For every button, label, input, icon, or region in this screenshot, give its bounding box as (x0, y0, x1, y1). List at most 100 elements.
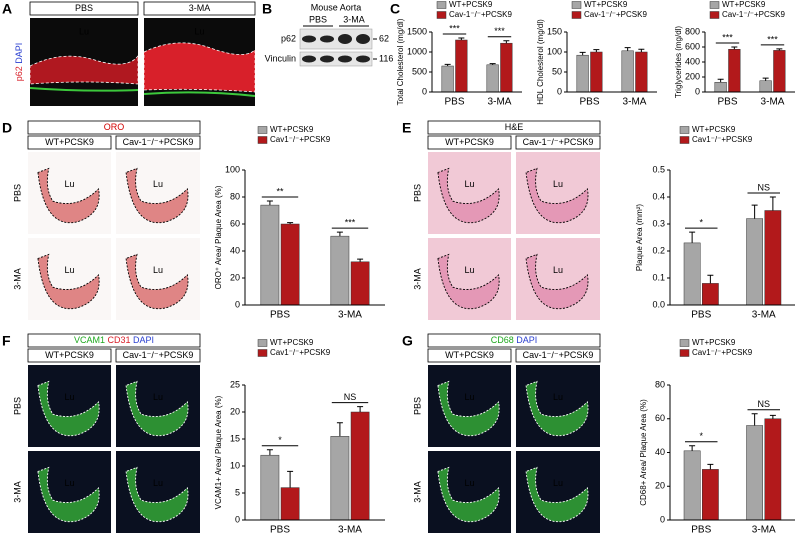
size-label: 62 (379, 33, 389, 43)
header-label: CD68 DAPI (491, 335, 538, 345)
header-box (427, 333, 601, 348)
legend-label: Cav-1⁻/⁻+PCSK9 (584, 10, 647, 19)
blot-row: Vinculin (265, 53, 296, 63)
header-box (515, 135, 601, 150)
bar (260, 454, 280, 521)
y-tick-label: 25 (230, 379, 240, 389)
error-bar (707, 463, 714, 470)
row-label: 3-MA (412, 481, 422, 503)
header-box (515, 348, 601, 363)
header-label: WT+PCSK9 (45, 137, 94, 147)
row-label: PBS (412, 184, 422, 202)
header-text: ORO (104, 122, 125, 132)
y-tick-label: 0 (422, 86, 427, 96)
error-bar (751, 204, 758, 219)
bar (500, 42, 513, 93)
error-bar (751, 413, 758, 426)
legend-swatch (571, 11, 582, 19)
bar (764, 418, 782, 521)
plaque (125, 466, 189, 523)
y-tick-label: 0 (660, 514, 665, 524)
y-tick-label: 0.1 (652, 272, 665, 282)
y-axis-label: Triglycerides (mg/dl) (674, 26, 683, 98)
header-label: WT+PCSK9 (45, 350, 94, 360)
header-label: WT+PCSK9 (445, 137, 494, 147)
blot (299, 51, 373, 67)
header-text: CD68 (491, 335, 517, 345)
x-tick-label: 3-MA (752, 525, 776, 536)
header-box (27, 120, 201, 135)
error-bar (707, 274, 714, 284)
plaque (437, 380, 500, 437)
panel-letter: C (390, 1, 400, 17)
y-axis-label: ORO⁺ Area/ Plaque Area (%) (214, 185, 223, 289)
legend-label: Cav1⁻/⁻+PCSK9 (692, 135, 753, 144)
legend-swatch (436, 1, 447, 9)
header-text: Cav-1⁻/⁻+PCSK9 (523, 350, 594, 360)
legend-swatch (257, 349, 268, 357)
lumen-label: Lu (553, 265, 563, 275)
x-tick-label: PBS (444, 97, 464, 108)
header-text: VCAM1 (74, 335, 108, 345)
p62-band (29, 54, 139, 85)
plaque (37, 167, 100, 224)
header-box (29, 1, 139, 16)
error-bar (287, 222, 294, 224)
plaque (125, 253, 189, 310)
plaque (37, 466, 100, 523)
header-text: DAPI (133, 335, 154, 345)
error-bar (444, 63, 451, 66)
blot-column: 3-MA (343, 14, 365, 24)
header-box (115, 135, 201, 150)
y-tick-label: 0 (235, 514, 240, 524)
row-label: PBS (412, 397, 422, 415)
y-tick-label: 0 (557, 86, 562, 96)
y-tick-label: 20 (230, 272, 240, 282)
header-label: Cav-1⁻/⁻+PCSK9 (123, 137, 194, 147)
header-label: VCAM1 CD31 DAPI (74, 335, 154, 345)
bar (746, 425, 763, 521)
lumen-label: Lu (464, 265, 474, 275)
error-bar (689, 231, 696, 243)
significance: *** (494, 26, 505, 36)
bar (350, 411, 370, 521)
header-label: ORO (104, 122, 125, 132)
lumen-label: Lu (64, 179, 74, 189)
significance: * (699, 217, 703, 227)
x-tick-label: 3-MA (623, 97, 647, 108)
lumen-label: Lu (153, 179, 163, 189)
error-bar (287, 470, 294, 488)
significance: * (699, 431, 703, 441)
y-tick-label: 400 (685, 56, 700, 66)
blot-column: PBS (309, 14, 327, 24)
lumen-label: Lu (553, 179, 563, 189)
lumen-label: Lu (464, 179, 474, 189)
y-tick-label: 1000 (407, 46, 427, 56)
y-tick-label: 150 (547, 26, 562, 36)
error-bar (769, 196, 776, 211)
blot-band (356, 34, 370, 44)
y-tick-label: 200 (685, 71, 700, 81)
y-tick-label: 5 (235, 487, 240, 497)
size-label: 116 (379, 53, 393, 63)
y-tick-label: 1500 (407, 26, 427, 36)
y-tick-label: 80 (230, 191, 240, 201)
panel-letter: B (262, 1, 272, 17)
blot-row: p62 (281, 33, 296, 43)
y-axis-label: VCAM1+ Area/ Plaque Area (%) (214, 395, 223, 509)
legend-swatch (257, 126, 268, 134)
error-bar (336, 231, 343, 237)
plaque (437, 466, 500, 523)
x-tick-label: PBS (691, 525, 711, 536)
legend-swatch (571, 1, 582, 9)
y-tick-label: 0 (235, 299, 240, 309)
header-label: Cav-1⁻/⁻+PCSK9 (523, 350, 594, 360)
y-tick-label: 0.3 (652, 218, 665, 228)
legend-swatch (436, 11, 447, 19)
legend-label: WT+PCSK9 (584, 0, 628, 9)
y-tick-label: 800 (685, 26, 700, 36)
bar (330, 235, 350, 306)
lumen-label: Lu (64, 478, 74, 488)
x-tick-label: 3-MA (488, 97, 512, 108)
header-text: WT+PCSK9 (45, 350, 94, 360)
